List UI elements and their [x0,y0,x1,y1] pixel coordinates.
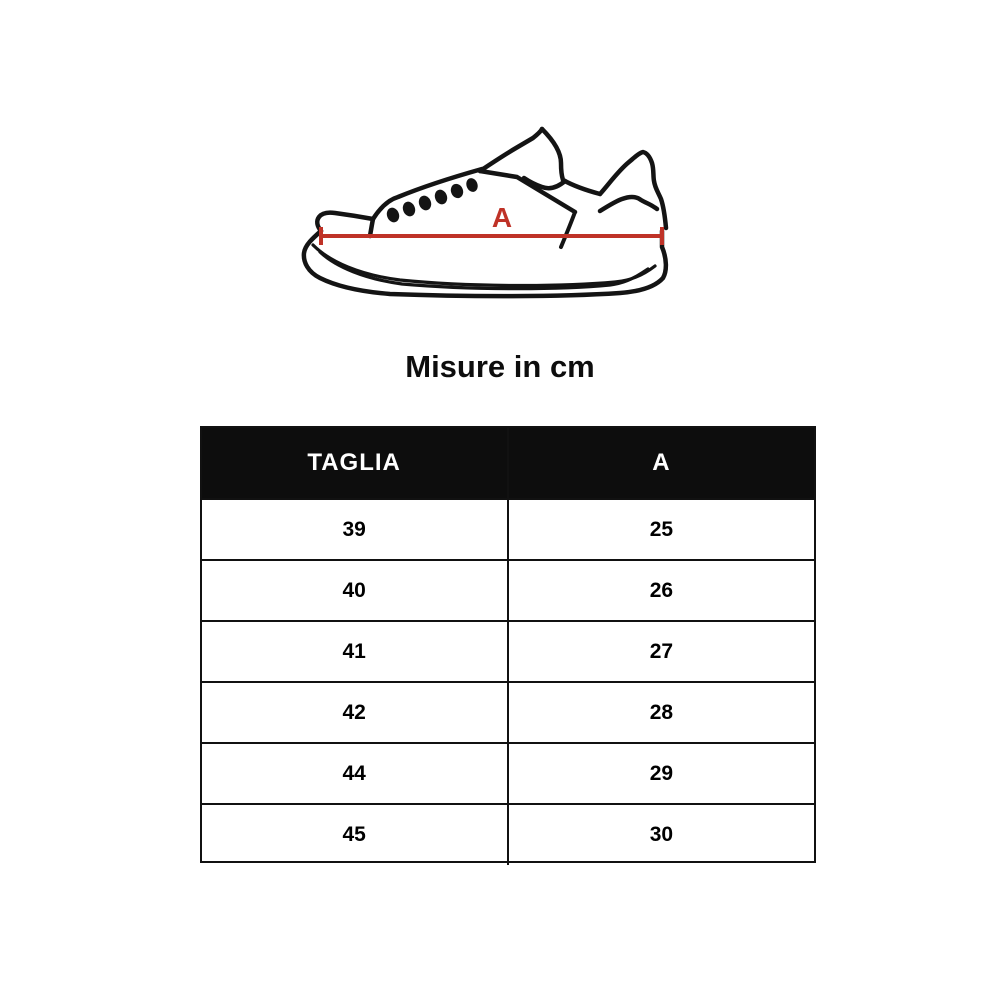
svg-text:A: A [492,202,512,233]
